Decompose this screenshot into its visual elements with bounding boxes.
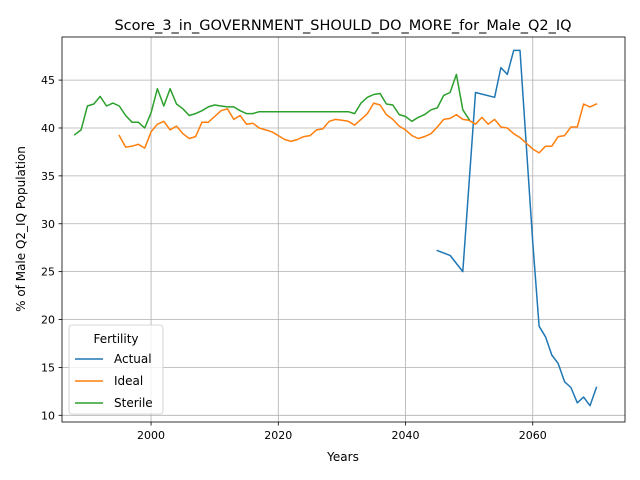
legend: Fertility Actual Ideal Sterile (68, 324, 164, 415)
x-tick-label: 2060 (519, 429, 547, 442)
x-tick-label: 2040 (392, 429, 420, 442)
legend-label-sterile: Sterile (114, 396, 153, 410)
chart-title: Score_3_in_GOVERNMENT_SHOULD_DO_MORE_for… (114, 18, 571, 34)
legend-title: Fertility (93, 332, 138, 346)
legend-box (68, 324, 164, 415)
y-tick-label: 40 (41, 122, 55, 135)
series-line-ideal (118, 102, 598, 154)
y-tick-label: 20 (41, 314, 55, 327)
y-axis-label: % of Male Q2_IQ Population (14, 146, 28, 312)
grid-lines (62, 37, 625, 422)
series-lines (73, 49, 598, 407)
y-tick-label: 35 (41, 170, 55, 183)
y-axis-ticks: 10 15 20 25 30 35 40 45 (41, 74, 62, 422)
legend-label-actual: Actual (114, 352, 152, 366)
y-tick-label: 15 (41, 361, 55, 374)
series-line-sterile (73, 73, 471, 136)
y-tick-label: 45 (41, 74, 55, 87)
x-tick-label: 2020 (264, 429, 292, 442)
plot-frame (61, 36, 626, 423)
series-line-actual (436, 49, 598, 407)
legend-label-ideal: Ideal (114, 374, 143, 388)
x-tick-label: 2000 (137, 429, 165, 442)
y-tick-label: 10 (41, 409, 55, 422)
x-axis-label: Years (326, 450, 359, 464)
y-tick-label: 30 (41, 218, 55, 231)
legend-entries: Actual Ideal Sterile (75, 352, 153, 410)
y-tick-label: 25 (41, 266, 55, 279)
x-axis-ticks: 2000 2020 2040 2060 (137, 422, 547, 442)
